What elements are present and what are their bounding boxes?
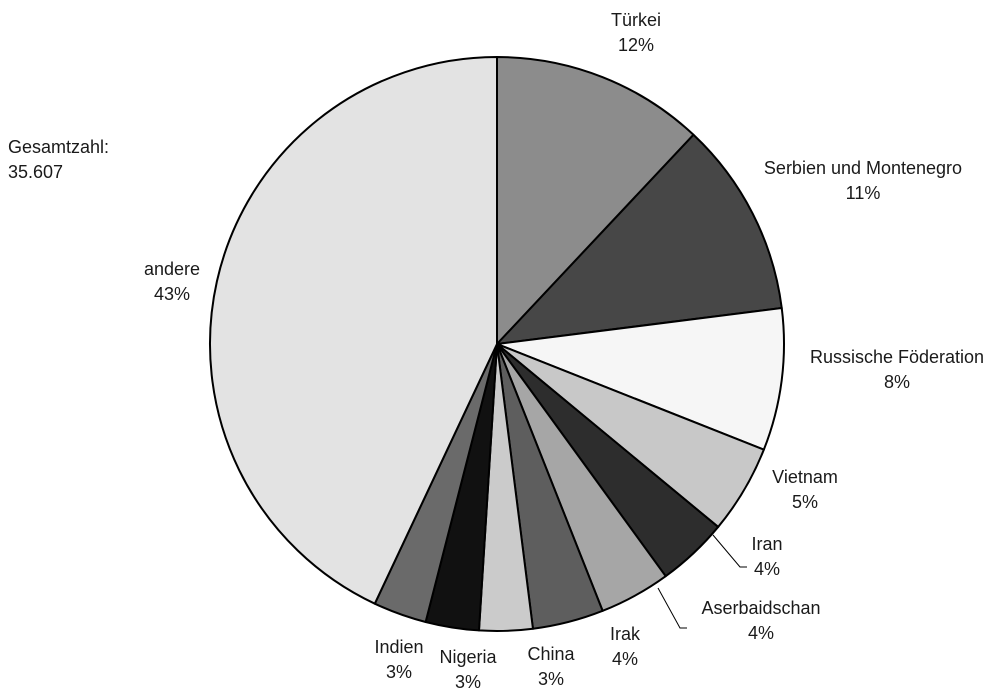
total-annotation: Gesamtzahl: 35.607 [8,135,109,185]
pie-slice-andere [208,56,498,605]
slice-value-label: 3% [455,672,481,688]
pie-slices [208,56,785,632]
slice-labels: Türkei 12% Serbien und Montenegro 11% Russis… [144,10,984,692]
leader-lines [657,534,747,629]
slice-name-label: Nigeria [439,647,497,667]
slice-name-label: Iran [751,534,782,554]
leader-line-iran [712,534,747,568]
slice-value-label: 3% [538,669,564,688]
slice-name-label: Russische Föderation [810,347,984,367]
pie-slice-serbien-und-montenegro [496,133,783,345]
slice-value-label: 5% [792,492,818,512]
slice-value-label: 8% [884,372,910,392]
slice-name-label: andere [144,259,200,279]
slice-value-label: 43% [154,284,190,304]
slice-value-label: 4% [754,559,780,579]
slice-value-label: 12% [618,35,654,55]
slice-value-label: 11% [846,183,881,203]
slice-name-label: Aserbaidschan [701,598,820,618]
slice-name-label: China [527,644,575,664]
pie-slice-russische-föderation [496,307,785,451]
slice-value-label: 4% [748,623,774,643]
total-label: Gesamtzahl: [8,137,110,157]
slice-value-label: 4% [612,649,638,669]
slice-name-label: Vietnam [772,467,838,487]
slice-name-label: Türkei [611,10,661,30]
pie-slice-türkei [496,56,695,345]
leader-line-aserbaidschan [657,587,687,629]
total-value: 35.607 [8,162,64,182]
slice-name-label: Irak [610,624,641,644]
slice-name-label: Indien [374,637,423,657]
slice-value-label: 3% [386,662,412,682]
slice-name-label: Serbien und Montenegro [764,158,962,178]
